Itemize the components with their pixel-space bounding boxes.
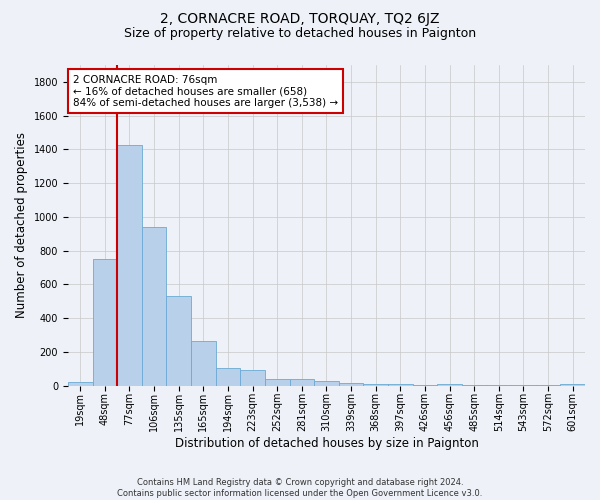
Text: Contains HM Land Registry data © Crown copyright and database right 2024.
Contai: Contains HM Land Registry data © Crown c… <box>118 478 482 498</box>
Bar <box>265 380 290 386</box>
Bar <box>142 228 166 386</box>
Bar <box>413 385 437 386</box>
Bar <box>290 380 314 386</box>
Bar <box>92 260 117 386</box>
Bar <box>462 385 487 386</box>
Bar <box>536 385 560 386</box>
Text: 2 CORNACRE ROAD: 76sqm
← 16% of detached houses are smaller (658)
84% of semi-de: 2 CORNACRE ROAD: 76sqm ← 16% of detached… <box>73 74 338 108</box>
Bar <box>314 382 339 386</box>
Bar <box>240 370 265 386</box>
X-axis label: Distribution of detached houses by size in Paignton: Distribution of detached houses by size … <box>175 437 478 450</box>
Bar <box>191 341 215 386</box>
Bar <box>511 385 536 386</box>
Y-axis label: Number of detached properties: Number of detached properties <box>15 132 28 318</box>
Bar <box>487 385 511 386</box>
Bar <box>388 384 413 386</box>
Bar <box>339 383 364 386</box>
Bar <box>215 368 240 386</box>
Bar <box>364 384 388 386</box>
Text: 2, CORNACRE ROAD, TORQUAY, TQ2 6JZ: 2, CORNACRE ROAD, TORQUAY, TQ2 6JZ <box>160 12 440 26</box>
Text: Size of property relative to detached houses in Paignton: Size of property relative to detached ho… <box>124 28 476 40</box>
Bar <box>437 384 462 386</box>
Bar <box>560 384 585 386</box>
Bar <box>166 296 191 386</box>
Bar <box>68 382 92 386</box>
Bar <box>117 145 142 386</box>
